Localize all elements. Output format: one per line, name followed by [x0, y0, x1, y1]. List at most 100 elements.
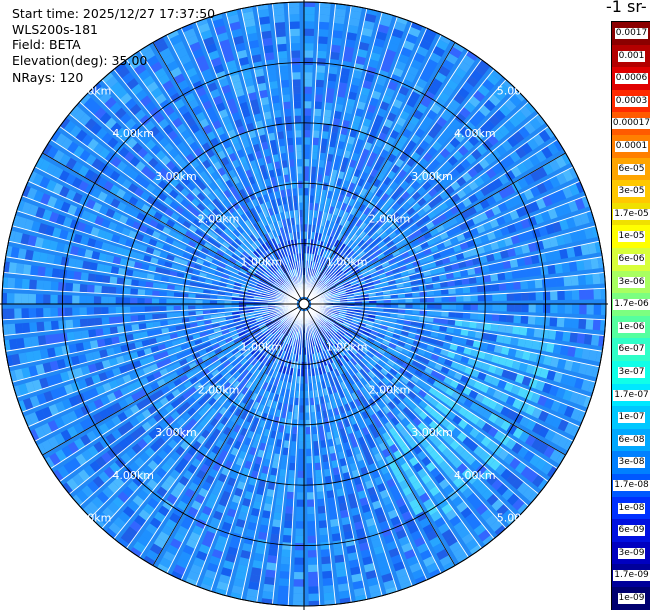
ppi-gate — [237, 344, 246, 351]
ppi-gate — [245, 259, 253, 266]
ppi-gate — [506, 304, 515, 312]
ppi-gate — [138, 509, 151, 521]
ppi-gate — [562, 389, 573, 402]
ppi-gate — [476, 503, 489, 516]
ppi-gate — [576, 259, 585, 271]
ppi-gate — [220, 416, 229, 426]
ppi-gate — [225, 9, 238, 17]
ppi-gate — [347, 329, 355, 335]
ppi-gate — [332, 325, 340, 331]
ppi-gate — [219, 321, 227, 327]
ppi-gate — [557, 358, 567, 370]
ppi-gate — [565, 216, 576, 229]
ppi-gate — [188, 299, 196, 304]
ppi-gate — [569, 391, 580, 404]
ppi-gate — [304, 144, 310, 152]
ppi-gate — [379, 101, 390, 111]
ppi-gate — [135, 89, 148, 102]
ppi-gate — [268, 223, 275, 232]
ppi-ray-gap — [309, 307, 549, 482]
ppi-gate — [258, 531, 268, 541]
ppi-gate — [405, 304, 413, 308]
ppi-ray-gap — [34, 306, 298, 442]
ppi-gate — [494, 402, 505, 414]
ppi-gate — [247, 521, 258, 531]
ppi-gate — [220, 369, 229, 377]
ppi-gate — [344, 479, 353, 488]
ppi-gate — [275, 348, 281, 356]
ppi-gate — [238, 331, 246, 337]
ppi-gate — [13, 385, 22, 398]
ppi-gate — [570, 424, 580, 437]
ppi-gate — [240, 204, 249, 213]
ppi-gate — [380, 244, 389, 252]
ppi-gate — [241, 387, 249, 396]
ppi-gate — [221, 329, 230, 336]
ppi-gate — [305, 390, 309, 399]
ppi-gate — [207, 192, 216, 202]
ppi-gate — [161, 80, 174, 92]
ppi-gate — [320, 327, 326, 335]
ppi-gate — [349, 262, 357, 270]
ppi-gate — [300, 390, 304, 399]
ppi-gate — [517, 481, 530, 495]
ppi-gate — [491, 205, 502, 216]
ppi-gate — [272, 370, 278, 379]
ppi-gate — [404, 242, 413, 250]
ppi-gate — [404, 292, 413, 298]
ppi-gate — [103, 466, 116, 479]
ppi-gate — [396, 196, 405, 206]
ppi-gate — [166, 291, 175, 298]
ppi-gate — [335, 3, 347, 10]
ppi-gate — [137, 314, 146, 322]
ppi-gate — [280, 325, 286, 333]
ppi-gate — [466, 492, 479, 505]
ppi-gate — [350, 265, 359, 272]
ppi-gate — [411, 212, 420, 222]
ppi-ray-gap — [5, 304, 297, 352]
ppi-gate — [413, 52, 426, 64]
ppi-gate — [108, 286, 117, 295]
ppi-gate — [239, 101, 249, 111]
ppi-gate — [217, 150, 226, 160]
ppi-gate — [274, 378, 280, 387]
ppi-gate — [517, 502, 529, 515]
ppi-gate — [171, 570, 184, 580]
ppi-gate — [352, 423, 360, 432]
ppi-gate — [264, 284, 272, 290]
ppi-gate — [343, 530, 354, 540]
ppi-gate — [375, 76, 387, 87]
ppi-gate — [343, 354, 350, 362]
ppi-gate — [498, 83, 511, 96]
ppi-gate — [235, 217, 244, 226]
ppi-ray-gap — [59, 307, 299, 482]
ppi-gate — [359, 319, 367, 324]
ppi-gate — [393, 175, 403, 185]
ppi-gate — [465, 512, 478, 525]
ppi-gate — [224, 301, 232, 304]
ppi-gate — [233, 578, 246, 588]
ppi-gate — [345, 189, 353, 198]
ppi-gate — [77, 379, 88, 390]
ppi-gate — [478, 104, 491, 117]
ppi-ray-gap — [256, 311, 304, 603]
ppi-gate — [295, 397, 300, 406]
ppi-gate — [402, 396, 412, 405]
ppi-gate — [433, 317, 441, 324]
ppi-gate — [341, 364, 348, 373]
ppi-ray-gap — [306, 27, 428, 298]
ppi-gate — [396, 381, 406, 390]
ppi-gate — [252, 500, 262, 510]
ppi-gate — [18, 383, 29, 396]
ppi-gate — [492, 191, 503, 203]
ppi-gate — [350, 416, 358, 425]
ppi-gate — [179, 54, 192, 66]
ppi-gate — [392, 491, 403, 502]
ppi-gate — [432, 542, 446, 554]
ppi-gate — [317, 263, 322, 271]
ppi-gate — [304, 246, 307, 254]
ppi-gate — [462, 312, 471, 319]
ppi-gate — [542, 194, 553, 207]
ppi-gate — [387, 401, 397, 410]
ppi-gate — [517, 177, 529, 189]
